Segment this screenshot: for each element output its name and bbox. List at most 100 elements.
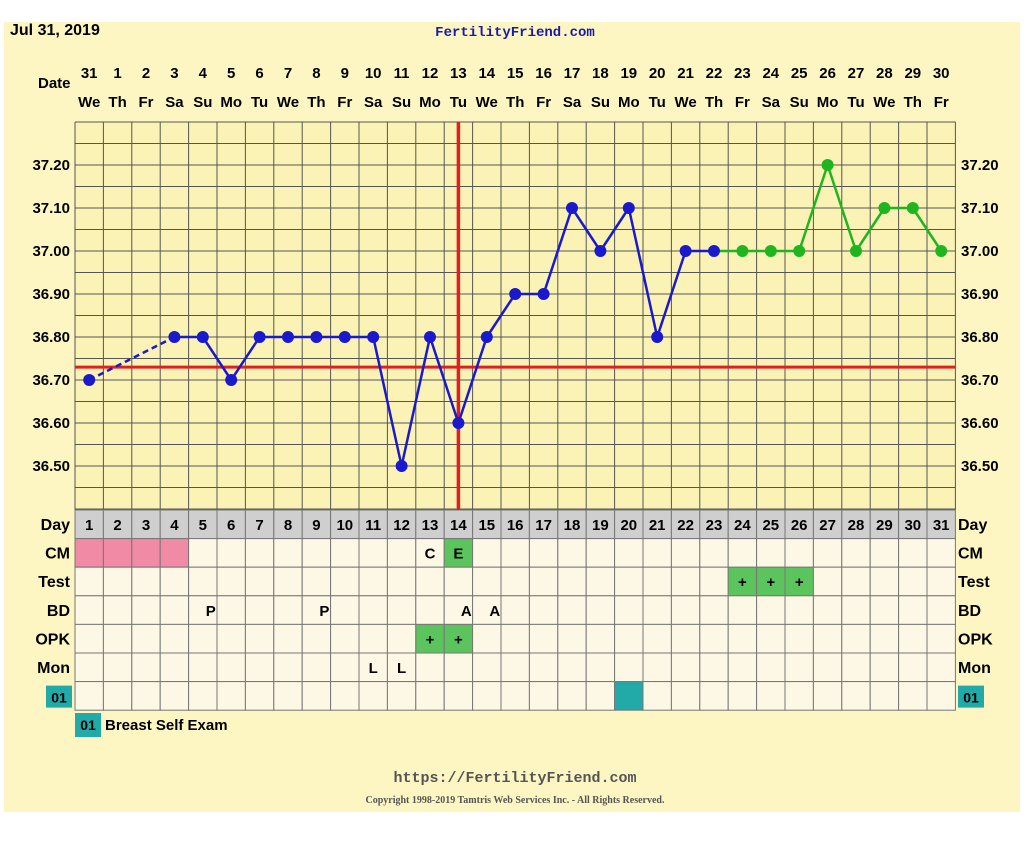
opk-cell bbox=[74, 623, 104, 654]
custom-code-left-text: 01 bbox=[51, 690, 67, 706]
date-number: 3 bbox=[170, 65, 178, 82]
custom-cell bbox=[869, 681, 900, 711]
custom-cell bbox=[500, 681, 530, 711]
cm-cell bbox=[472, 538, 502, 568]
date-number: 28 bbox=[876, 65, 893, 82]
custom-cell bbox=[188, 681, 218, 711]
day-cell bbox=[869, 509, 900, 540]
opk-entry: + bbox=[426, 631, 435, 648]
cycle-day-number: 2 bbox=[113, 517, 121, 534]
day-row-label-left: Day bbox=[41, 517, 70, 534]
test-cell bbox=[528, 566, 559, 597]
footer-url[interactable]: https://FertilityFriend.com bbox=[393, 770, 637, 787]
mon-cell bbox=[301, 652, 332, 683]
cycle-day-number: 3 bbox=[142, 517, 150, 534]
date-number: 11 bbox=[394, 65, 410, 82]
custom-cell bbox=[557, 681, 587, 711]
custom-cell bbox=[443, 681, 474, 711]
legend-swatch bbox=[75, 713, 101, 737]
mon-cell bbox=[670, 652, 701, 683]
test-cell bbox=[614, 566, 644, 597]
day-cell bbox=[244, 509, 275, 540]
cm-cell bbox=[386, 538, 417, 568]
mon-cell bbox=[869, 652, 900, 683]
custom-code-right bbox=[958, 685, 984, 708]
temp-segment bbox=[570, 207, 602, 252]
date-number: 8 bbox=[312, 65, 320, 82]
y-tick-right: 36.90 bbox=[961, 286, 999, 303]
test-cell bbox=[500, 566, 530, 597]
opk-cell bbox=[500, 623, 530, 654]
opk-cell bbox=[330, 623, 360, 654]
cycle-day-number: 6 bbox=[227, 517, 235, 534]
opk-cell bbox=[812, 623, 843, 654]
custom-cell bbox=[670, 681, 701, 711]
day-cell bbox=[131, 509, 161, 540]
bd-cell bbox=[330, 595, 360, 625]
test-cell bbox=[585, 566, 616, 597]
cm-cell bbox=[443, 538, 474, 568]
cycle-day-number: 27 bbox=[819, 517, 836, 534]
bd-cell bbox=[869, 595, 900, 625]
opk-cell bbox=[102, 623, 133, 654]
bd-cell bbox=[386, 595, 417, 625]
temp-segment bbox=[911, 207, 943, 252]
mon-entry: L bbox=[369, 660, 378, 677]
weekday-label: Fr bbox=[735, 94, 750, 111]
cm-row-label-left: CM bbox=[45, 546, 70, 563]
date-number: 12 bbox=[422, 65, 439, 82]
custom-cell bbox=[386, 681, 417, 711]
date-number: 6 bbox=[255, 65, 263, 82]
cm-cell bbox=[244, 538, 275, 568]
test-cell bbox=[358, 566, 388, 597]
temp-point bbox=[708, 245, 720, 257]
cm-cell bbox=[699, 538, 729, 568]
opk-cell bbox=[528, 623, 559, 654]
day-cell bbox=[472, 509, 502, 540]
test-cell bbox=[244, 566, 275, 597]
bd-cell bbox=[841, 595, 871, 625]
mon-cell bbox=[472, 652, 502, 683]
chart-grid bbox=[74, 121, 956, 510]
mon-cell bbox=[443, 652, 474, 683]
weekday-label: Mo bbox=[817, 94, 839, 111]
y-tick-left: 37.10 bbox=[32, 200, 70, 217]
legend-code: 01 bbox=[80, 717, 96, 733]
cycle-day-number: 26 bbox=[791, 517, 808, 534]
test-cell bbox=[756, 566, 786, 597]
temp-point bbox=[225, 374, 238, 386]
weekday-label: Mo bbox=[419, 94, 441, 111]
weekday-label: Fr bbox=[139, 94, 154, 111]
custom-cell bbox=[784, 681, 814, 711]
mon-cell bbox=[614, 652, 644, 683]
weekday-label: Su bbox=[392, 94, 411, 111]
cm-cell bbox=[869, 538, 900, 568]
mon-cell bbox=[926, 652, 956, 683]
cycle-day-number: 1 bbox=[85, 517, 93, 534]
cm-cell bbox=[756, 538, 786, 568]
temp-segment bbox=[542, 207, 574, 295]
custom-cell bbox=[756, 681, 786, 711]
mon-cell bbox=[841, 652, 871, 683]
test-cell bbox=[330, 566, 360, 597]
bd-cell bbox=[642, 595, 672, 625]
temp-point bbox=[793, 245, 806, 257]
site-title[interactable]: FertilityFriend.com bbox=[435, 25, 595, 41]
custom-cell bbox=[642, 681, 672, 711]
opk-entry: + bbox=[454, 631, 463, 648]
custom-code-right-text: 01 bbox=[963, 690, 979, 706]
temp-segment bbox=[457, 336, 488, 424]
temp-segment bbox=[371, 336, 403, 467]
weekday-label: Th bbox=[108, 94, 126, 111]
temp-segment bbox=[88, 335, 175, 382]
test-cell bbox=[557, 566, 587, 597]
date-number: 21 bbox=[677, 65, 694, 82]
mon-cell bbox=[585, 652, 616, 683]
weekday-label: We bbox=[674, 94, 696, 111]
opk-cell bbox=[557, 623, 587, 654]
test-row-label-left: Test bbox=[38, 574, 70, 591]
temp-point bbox=[509, 288, 522, 300]
weekday-label: Su bbox=[193, 94, 212, 111]
bd-cell bbox=[727, 595, 758, 625]
mon-cell bbox=[756, 652, 786, 683]
